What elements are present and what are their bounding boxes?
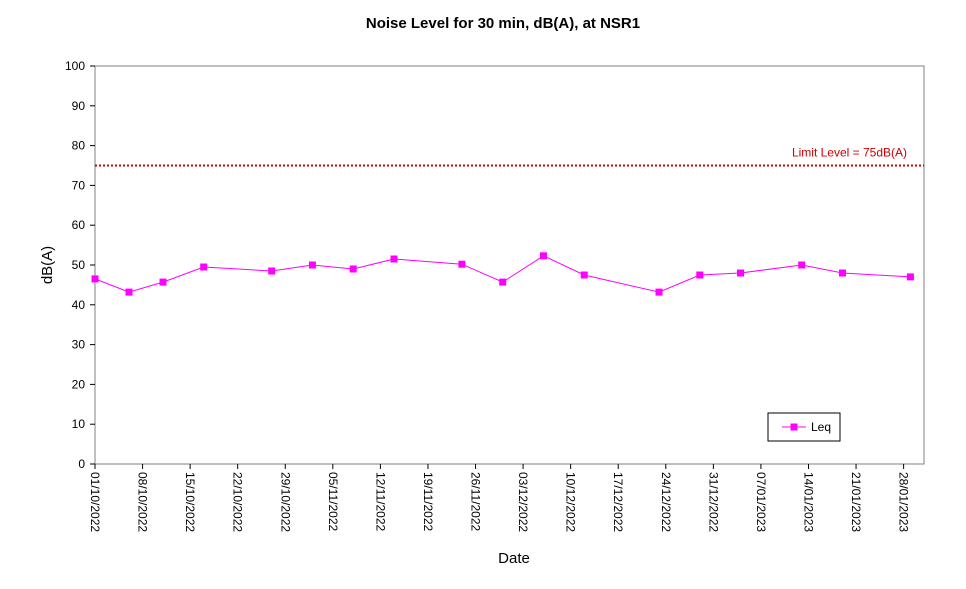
chart-title: Noise Level for 30 min, dB(A), at NSR1 [366,15,640,32]
data-point-leq [655,288,663,296]
data-point-leq [540,252,547,260]
legend: Leq [767,412,841,442]
x-tick-label: 19/11/2022 [421,472,435,531]
x-tick-label: 08/10/2022 [136,472,150,532]
y-tick-label: 50 [72,258,86,272]
x-tick-label: 24/12/2022 [659,472,673,532]
x-axis: 01/10/2022 08/10/2022 15/10/2022 22/10/2022… [88,464,911,532]
data-point-leq [91,275,99,283]
x-tick-label: 01/10/2022 [88,472,102,532]
y-tick-label: 90 [72,99,86,113]
x-tick-label: 07/01/2023 [754,472,768,532]
legend-box [767,412,841,442]
y-axis-label: dB(A) [39,246,56,284]
data-point-leq [200,263,208,271]
y-tick-label: 80 [72,139,86,153]
data-point-leq [458,260,466,268]
data-point-leq [798,261,806,269]
x-tick-label: 03/12/2022 [516,472,530,532]
data-point-leq [737,269,744,277]
x-tick-label: 10/12/2022 [564,472,578,532]
legend-label-leq: Leq [811,420,831,434]
y-tick-label: 60 [72,218,86,232]
y-axis: 0 10 20 30 40 50 60 70 80 90 100 [65,59,95,471]
data-point-leq [125,288,133,296]
x-tick-label: 15/10/2022 [183,472,197,532]
x-tick-label: 28/01/2023 [897,472,911,532]
data-point-leq [308,261,316,269]
data-point-leq [696,271,704,279]
x-tick-label: 17/12/2022 [611,472,625,532]
data-point-leq [390,255,398,263]
y-tick-label: 10 [72,417,86,431]
series-group [91,252,914,296]
limit-level-group: Limit Level = 75dB(A) [95,146,924,167]
y-tick-label: 100 [65,59,85,73]
data-point-leq [159,278,167,286]
limit-level-label: Limit Level = 75dB(A) [792,146,907,160]
x-tick-label: 21/01/2023 [849,472,863,532]
x-tick-label: 26/11/2022 [469,472,483,531]
x-tick-label: 05/11/2022 [326,472,340,531]
x-tick-label: 29/10/2022 [278,472,292,532]
data-point-leq [349,265,357,273]
y-tick-label: 20 [72,377,86,391]
data-point-leq [499,278,507,286]
x-tick-label: 31/12/2022 [706,472,720,532]
legend-marker-swatch [790,423,798,431]
data-point-leq [268,267,276,275]
data-point-leq [580,271,588,279]
y-tick-label: 70 [72,178,86,192]
x-tick-label: 14/01/2023 [801,472,815,532]
y-tick-label: 40 [72,298,86,312]
data-point-leq [839,269,846,277]
x-axis-label: Date [498,550,530,567]
data-point-leq [906,273,914,281]
x-tick-label: 12/11/2022 [373,472,387,531]
y-tick-label: 0 [78,457,85,471]
x-tick-label: 22/10/2022 [231,472,245,532]
series-line-leq [94,255,911,293]
y-tick-label: 30 [72,338,86,352]
